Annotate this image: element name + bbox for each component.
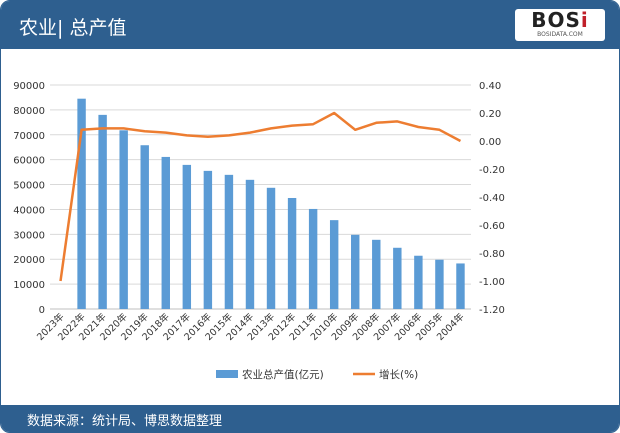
bar xyxy=(161,156,170,309)
right-tick-label: 0.40 xyxy=(479,81,501,92)
bar xyxy=(372,239,381,309)
left-tick-label: 90000 xyxy=(13,81,45,92)
right-tick-label: -0.60 xyxy=(479,221,505,232)
left-tick-label: 10000 xyxy=(13,280,45,291)
bar xyxy=(351,234,360,309)
source-note: 数据来源：统计局、博思数据整理 xyxy=(27,414,223,429)
bar xyxy=(287,197,297,309)
legend-line-label: 增长(%) xyxy=(379,368,418,381)
left-tick-label: 30000 xyxy=(13,230,45,241)
bar xyxy=(456,263,465,309)
bar xyxy=(435,259,444,309)
left-tick-label: 20000 xyxy=(13,255,45,266)
legend-bar-label: 农业总产值(亿元) xyxy=(242,368,324,381)
logo: BOSi BOSIDATA.COM xyxy=(515,9,605,41)
legend-bar-swatch xyxy=(216,370,238,378)
left-tick-label: 0 xyxy=(39,305,45,316)
bar xyxy=(308,208,318,309)
bar xyxy=(329,220,339,309)
header-bar: 农业| 总产值 BOSi BOSIDATA.COM xyxy=(1,1,619,49)
bar xyxy=(140,145,149,309)
left-tick-label: 70000 xyxy=(13,131,45,142)
right-tick-label: -0.20 xyxy=(479,165,505,176)
bar xyxy=(414,255,423,309)
bar xyxy=(203,170,213,309)
bar xyxy=(98,114,107,309)
left-tick-label: 40000 xyxy=(13,205,45,216)
bar xyxy=(119,130,128,309)
chart: 0 10000 20000 30000 40000 50000 60000 70000 8000… xyxy=(13,81,505,381)
bar xyxy=(77,98,86,309)
bar xyxy=(182,164,192,309)
growth-line xyxy=(59,111,462,282)
bar xyxy=(266,187,276,309)
page-title: 农业| 总产值 xyxy=(19,17,127,39)
bar xyxy=(245,179,255,309)
left-tick-label: 60000 xyxy=(13,156,45,167)
right-tick-label: 0.00 xyxy=(479,137,501,148)
footer-bar: 数据来源：统计局、博思数据整理 xyxy=(1,405,619,432)
bar xyxy=(393,247,402,309)
right-tick-label: -0.80 xyxy=(479,249,505,260)
right-tick-label: -1.20 xyxy=(479,305,505,316)
right-tick-label: -1.00 xyxy=(479,277,505,288)
right-tick-label: 0.20 xyxy=(479,109,501,120)
bar xyxy=(224,174,234,309)
left-tick-label: 50000 xyxy=(13,181,45,192)
right-tick-label: -0.40 xyxy=(479,193,505,204)
left-tick-label: 80000 xyxy=(13,106,45,117)
